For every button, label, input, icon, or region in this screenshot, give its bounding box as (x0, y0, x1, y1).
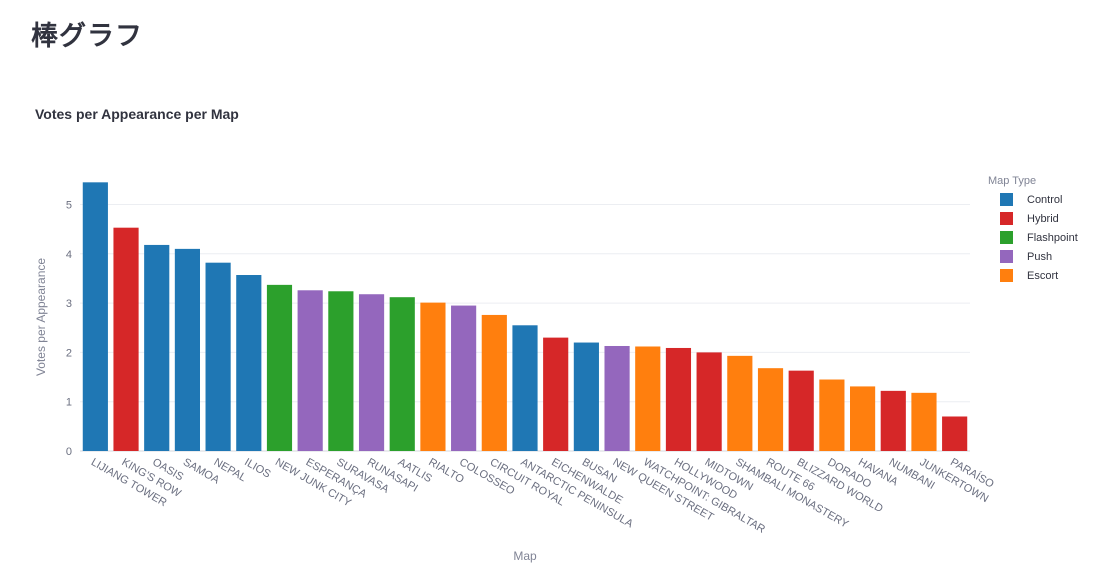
bar (481, 314, 507, 451)
bar (236, 275, 262, 451)
bar (543, 337, 569, 451)
bar (757, 368, 784, 451)
legend-title: Map Type (988, 175, 1036, 187)
chart-title: Votes per Appearance per Map (35, 106, 239, 122)
y-tick-label: 5 (66, 200, 72, 212)
legend-swatch (1000, 250, 1013, 263)
legend-label: Flashpoint (1027, 232, 1078, 244)
y-tick-label: 3 (66, 298, 72, 310)
page-heading: 棒グラフ (31, 21, 143, 52)
y-tick-label: 1 (66, 397, 72, 409)
bar (512, 325, 538, 451)
bars (82, 182, 968, 451)
y-axis-title: Votes per Appearance (34, 258, 48, 376)
bar (358, 294, 385, 451)
bar (604, 345, 630, 451)
y-tick-label: 0 (66, 446, 72, 458)
legend-swatch (1000, 212, 1013, 225)
bar (819, 379, 845, 451)
bar (113, 227, 139, 451)
bar (82, 182, 108, 451)
y-tick-label: 2 (66, 347, 72, 359)
legend-label: Push (1027, 251, 1052, 263)
bar (451, 305, 477, 451)
bar (174, 248, 200, 451)
bar (266, 284, 293, 451)
legend-swatch (1000, 269, 1013, 282)
bar (389, 297, 415, 451)
bar (942, 416, 968, 451)
legend-label: Control (1027, 194, 1062, 206)
bar (850, 386, 876, 451)
legend: Map Type Control Hybrid Flashpoint Push Esco… (988, 175, 1078, 282)
y-tick-labels: 0 1 2 3 4 5 (66, 200, 72, 458)
x-tick-label: ILIOS (242, 456, 272, 480)
bar (911, 392, 937, 451)
y-tick-label: 4 (66, 249, 72, 261)
bar (573, 342, 599, 451)
bar (696, 352, 722, 451)
legend-label: Hybrid (1027, 213, 1059, 225)
x-axis-title: Map (513, 549, 537, 563)
bar (297, 290, 323, 451)
legend-swatch (1000, 193, 1013, 206)
bar (205, 262, 231, 451)
bar (880, 390, 906, 451)
bar (328, 291, 354, 451)
legend-label: Escort (1027, 270, 1058, 282)
bar (788, 370, 814, 451)
bar (727, 355, 753, 451)
bar (665, 347, 692, 451)
legend-swatch (1000, 231, 1013, 244)
bar (635, 346, 661, 451)
bar (420, 302, 446, 451)
bar (144, 244, 170, 451)
